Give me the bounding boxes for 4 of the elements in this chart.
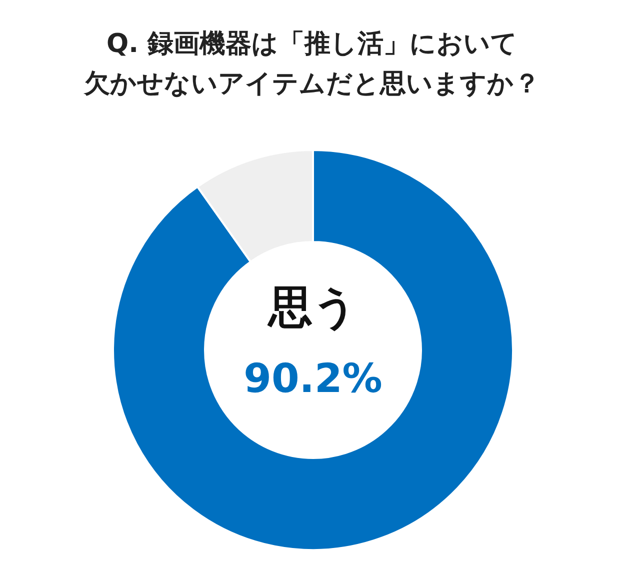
data-label: 90.2%	[244, 356, 382, 402]
slice-label: 思う	[266, 282, 358, 333]
chart-title: Q. 録画機器は「推し活」において欠かせないアイテムだと思いますか？	[83, 29, 540, 99]
donut-slice	[112, 149, 514, 551]
